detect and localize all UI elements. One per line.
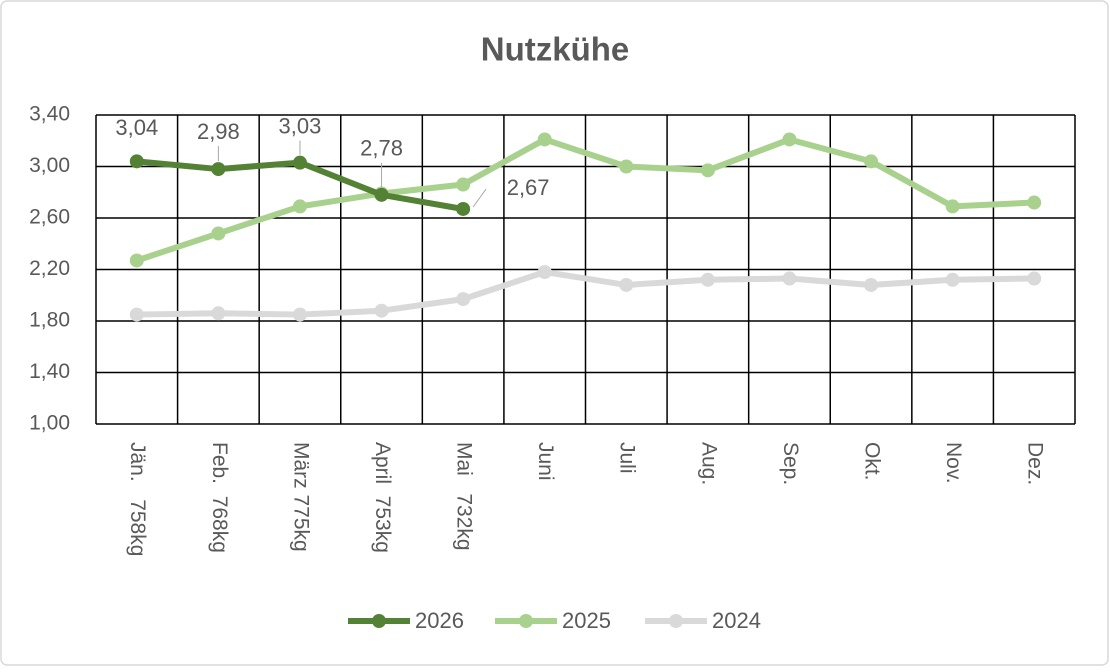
y-tick-label: 3,40 — [29, 103, 70, 126]
data-point — [374, 303, 389, 318]
data-point — [211, 226, 226, 241]
data-point — [292, 155, 307, 170]
data-point — [945, 272, 960, 287]
legend-marker — [372, 614, 386, 628]
data-point — [864, 154, 879, 169]
data-point — [292, 307, 307, 322]
x-tick-label: Aug. — [697, 442, 720, 485]
x-tick-label: Feb. 768kg — [208, 442, 231, 553]
x-tick-label: April 753kg — [371, 442, 394, 553]
x-tick-label: Okt. — [860, 442, 883, 481]
legend-marker — [519, 614, 533, 628]
data-point — [456, 177, 471, 192]
data-point — [456, 292, 471, 307]
data-point — [456, 201, 471, 216]
data-point — [619, 159, 634, 174]
x-tick-label: Juli — [616, 442, 639, 474]
legend-marker — [669, 614, 683, 628]
data-label: 2,67 — [507, 175, 550, 200]
data-point — [537, 132, 552, 147]
data-point — [945, 199, 960, 214]
data-point — [374, 187, 389, 202]
x-tick-label: Juni — [534, 442, 557, 481]
data-point — [782, 132, 797, 147]
data-point — [129, 307, 144, 322]
y-tick-label: 3,00 — [29, 154, 70, 177]
legend-label: 2026 — [415, 608, 464, 633]
leader-line — [472, 188, 487, 208]
data-point — [700, 272, 715, 287]
x-tick-label: Mai 732kg — [453, 442, 476, 551]
data-point — [700, 163, 715, 178]
data-label: 2,98 — [197, 119, 240, 144]
x-tick-label: Sep. — [779, 442, 802, 485]
x-tick-label: März 775kg — [289, 442, 312, 552]
data-label: 3,04 — [115, 115, 158, 140]
data-point — [211, 306, 226, 321]
data-label: 2,78 — [360, 136, 403, 161]
y-tick-label: 1,80 — [29, 309, 70, 332]
data-point — [1027, 195, 1042, 210]
data-point — [864, 277, 879, 292]
x-tick-label: Dez. — [1024, 442, 1047, 485]
series-line — [136, 269, 1035, 318]
y-tick-label: 1,40 — [29, 360, 70, 383]
y-tick-label: 2,20 — [29, 257, 70, 280]
data-point — [619, 277, 634, 292]
data-point — [1027, 271, 1042, 286]
x-tick-label: Nov. — [942, 442, 965, 484]
series-line — [135, 136, 1035, 264]
x-tick-label: Jän. 758kg — [126, 442, 149, 556]
data-point — [537, 265, 552, 280]
legend-label: 2025 — [562, 608, 611, 633]
y-tick-label: 2,60 — [29, 206, 70, 229]
chart-title: Nutzkühe — [481, 31, 630, 68]
data-label: 3,03 — [279, 113, 322, 138]
data-point — [292, 199, 307, 214]
data-point — [211, 162, 226, 177]
data-point — [129, 154, 144, 169]
legend-label: 2024 — [712, 608, 761, 633]
data-point — [782, 271, 797, 286]
data-point — [129, 253, 144, 268]
y-tick-label: 1,00 — [29, 412, 70, 435]
